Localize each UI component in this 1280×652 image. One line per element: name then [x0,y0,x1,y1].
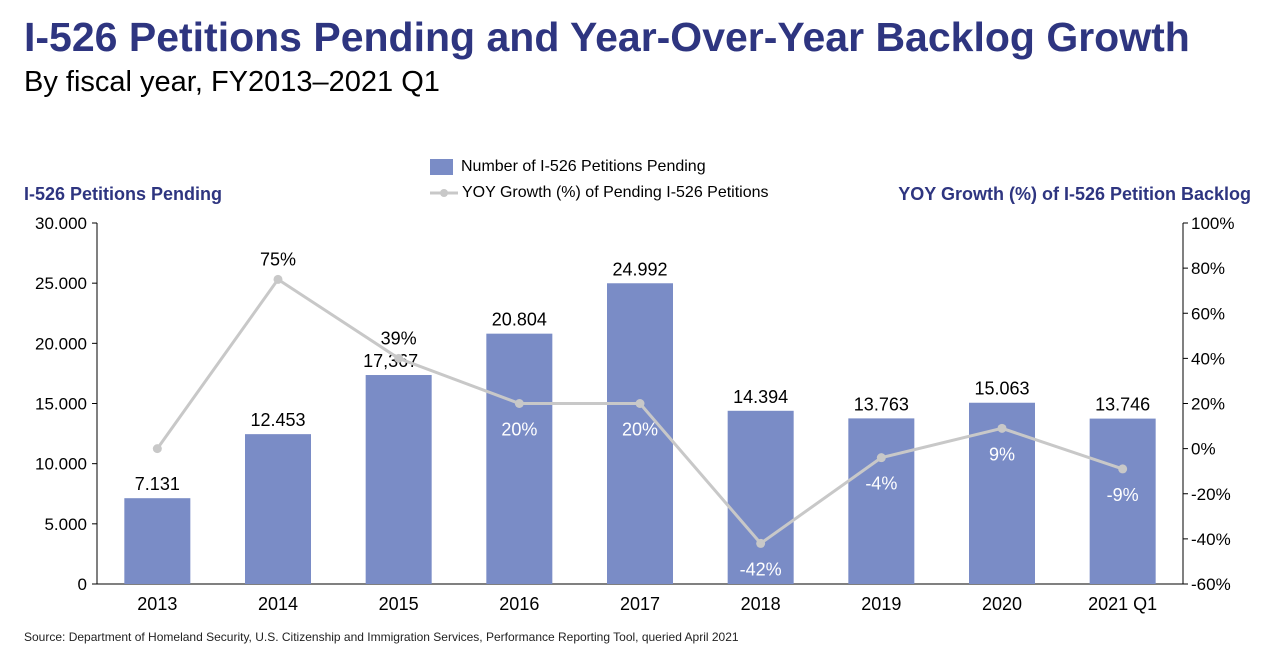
growth-value-label: 39% [381,328,417,348]
bar-value-label: 12.453 [250,410,305,430]
growth-value-label: 75% [260,249,296,269]
bar [848,418,915,584]
legend-bar-swatch [430,159,453,175]
bar-value-label: 14.394 [733,387,788,407]
left-tick-label: 5.000 [44,515,87,534]
right-tick-label: 20% [1191,395,1225,414]
x-tick-label: 2021 Q1 [1088,594,1157,614]
growth-point [635,399,645,408]
right-tick-label: -40% [1191,530,1231,549]
x-tick-label: 2016 [499,594,539,614]
source-note: Source: Department of Homeland Security,… [24,630,739,644]
right-axis-title: YOY Growth (%) of I-526 Petition Backlog [898,184,1251,204]
growth-point [1118,464,1128,474]
bar [607,283,673,584]
growth-value-label: -42% [740,559,782,579]
bar [245,434,311,584]
growth-point [876,453,886,463]
x-tick-label: 2020 [982,594,1022,614]
growth-value-label: 20% [501,420,537,440]
growth-value-label: -4% [865,474,897,494]
bar-value-label: 15.063 [974,379,1029,399]
left-tick-label: 15.000 [35,395,87,414]
right-tick-label: -60% [1191,575,1231,594]
bar-value-label: 17,367 [363,351,418,371]
right-tick-label: -20% [1191,485,1231,504]
left-tick-label: 10.000 [35,455,87,474]
growth-value-label: -9% [1107,485,1139,505]
bar-value-label: 20.804 [492,310,547,330]
growth-value-label: 20% [622,420,658,440]
bar [727,410,794,584]
bar-value-label: 13.763 [854,394,909,414]
left-tick-label: 20.000 [35,334,87,353]
x-tick-label: 2017 [620,594,660,614]
x-tick-label: 2018 [741,594,781,614]
left-axis-title: I-526 Petitions Pending [24,184,223,204]
growth-point [756,538,766,548]
bar-value-label: 24.992 [612,259,667,279]
chart-title: I-526 Petitions Pending and Year-Over-Ye… [24,14,1190,60]
legend-item-line: YOY Growth (%) of Pending I-526 Petition… [430,180,769,206]
right-tick-label: 80% [1191,259,1225,278]
legend-line-swatch [430,189,458,197]
legend-item-bars: Number of I-526 Petitions Pending [430,154,769,180]
right-tick-label: 40% [1191,349,1225,368]
right-tick-label: 0% [1191,440,1216,459]
right-tick-label: 100% [1191,214,1234,233]
growth-value-label: 9% [989,444,1015,464]
chart-subtitle: By fiscal year, FY2013–2021 Q1 [24,66,440,98]
bar [124,498,191,584]
bar [365,375,432,584]
bar-value-label: 13.746 [1095,395,1150,415]
growth-point [997,423,1007,433]
left-tick-label: 25.000 [35,274,87,293]
x-tick-label: 2015 [379,594,419,614]
growth-point [152,444,162,454]
x-tick-label: 2013 [137,594,177,614]
x-tick-label: 2019 [861,594,901,614]
growth-point [394,353,404,363]
left-tick-label: 0 [78,575,87,594]
legend-label-bars: Number of I-526 Petitions Pending [461,158,706,175]
legend-label-line: YOY Growth (%) of Pending I-526 Petition… [462,184,769,201]
right-tick-label: 60% [1191,304,1225,323]
x-tick-label: 2014 [258,594,298,614]
bar [1089,418,1156,584]
left-tick-label: 30.000 [35,214,87,233]
bar-value-label: 7.131 [135,474,180,494]
bar [486,333,553,584]
growth-point [273,274,283,284]
growth-point [514,399,524,408]
legend: Number of I-526 Petitions Pending YOY Gr… [430,154,769,206]
